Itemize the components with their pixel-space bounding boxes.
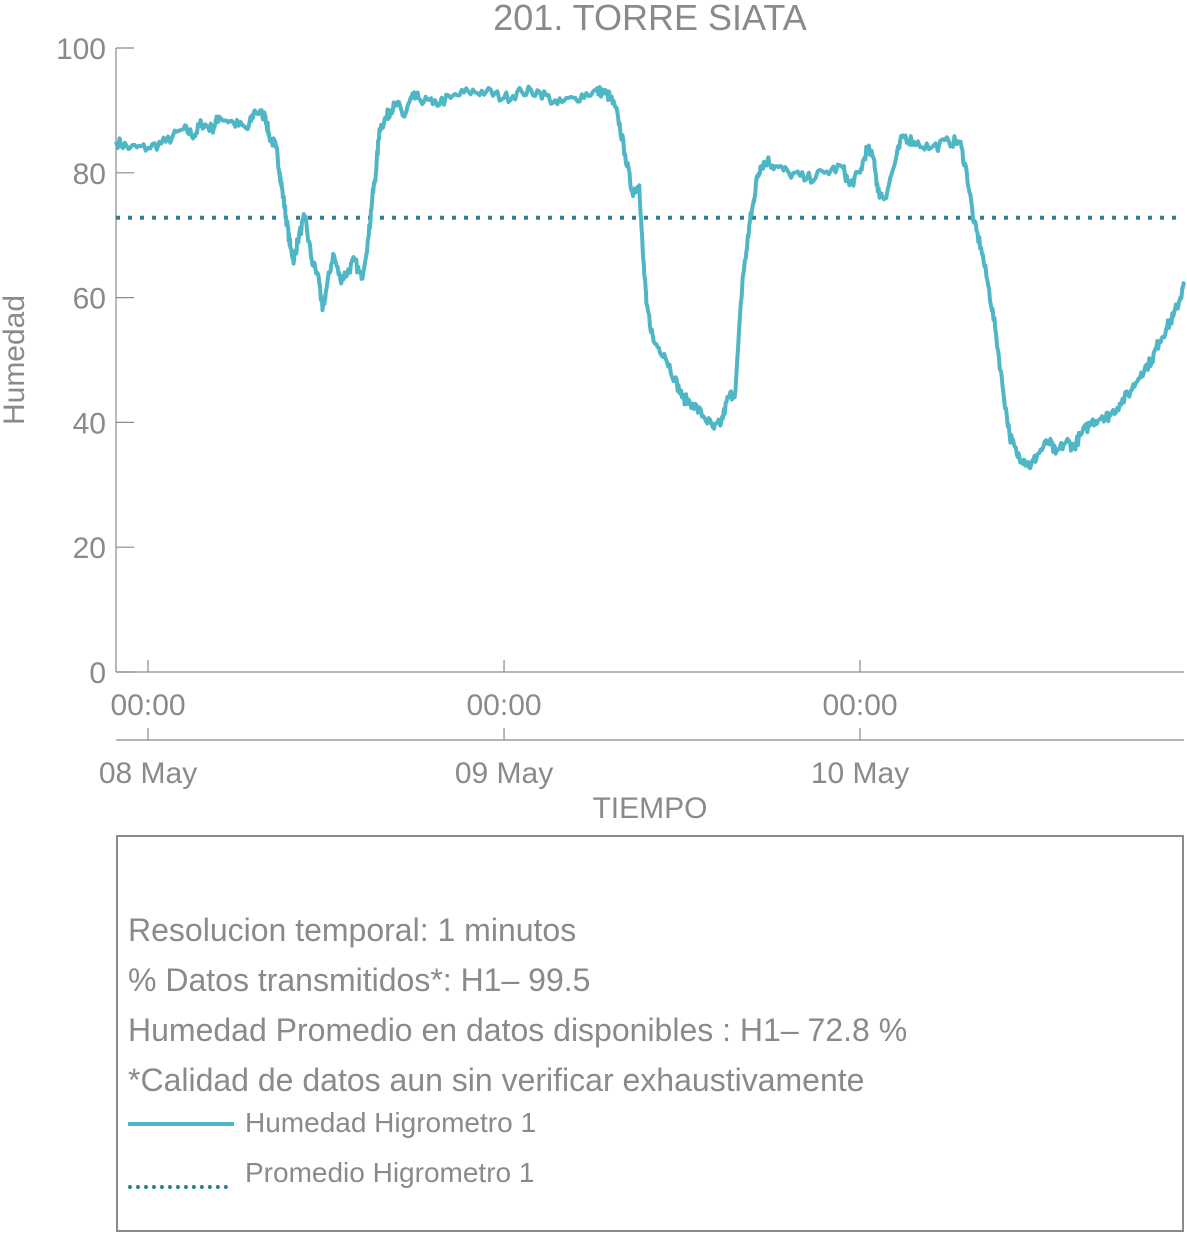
info-lines: Resolucion temporal: 1 minutos % Datos t… — [128, 905, 907, 1105]
info-resolution: Resolucion temporal: 1 minutos — [128, 912, 577, 948]
y-tick-label: 60 — [73, 283, 106, 316]
legend-label-humidity: Humedad Higrometro 1 — [245, 1107, 537, 1138]
y-tick-label: 40 — [73, 407, 106, 440]
x-tick-time-label: 00:00 — [823, 689, 898, 722]
x-axis-label: TIEMPO — [592, 792, 707, 825]
x-tick-time-label: 00:00 — [111, 689, 186, 722]
y-tick-label: 20 — [73, 532, 106, 565]
legend-dotted-swatch — [128, 1185, 228, 1189]
legend-label-average: Promedio Higrometro 1 — [245, 1157, 535, 1188]
info-quality-note: *Calidad de datos aun sin verificar exha… — [128, 1062, 865, 1098]
y-tick-label: 100 — [56, 33, 106, 66]
chart-title: 201. TORRE SIATA — [493, 0, 806, 38]
series-humidity-line — [114, 84, 1186, 471]
info-data-transmitted: % Datos transmitidos*: H1– 99.5 — [128, 962, 591, 998]
x-tick-date-label: 10 May — [811, 757, 909, 790]
y-axis: 0 20 40 60 80 100 — [56, 33, 134, 690]
info-average-humidity: Humedad Promedio en datos disponibles : … — [128, 1012, 908, 1048]
x-tick-time-label: 00:00 — [467, 689, 542, 722]
y-tick-label: 0 — [89, 657, 106, 690]
info-box: Resolucion temporal: 1 minutos % Datos t… — [116, 835, 1184, 1232]
legend-solid-swatch — [128, 1122, 234, 1126]
y-tick-label: 80 — [73, 158, 106, 191]
x-tick-date-label: 08 May — [99, 757, 197, 790]
x-tick-date-label: 09 May — [455, 757, 553, 790]
y-axis-label: Humedad — [0, 295, 31, 425]
x-axis: 00:00 08 May 00:00 09 May 00:00 10 May — [99, 660, 1184, 790]
series-layer — [114, 84, 1186, 471]
